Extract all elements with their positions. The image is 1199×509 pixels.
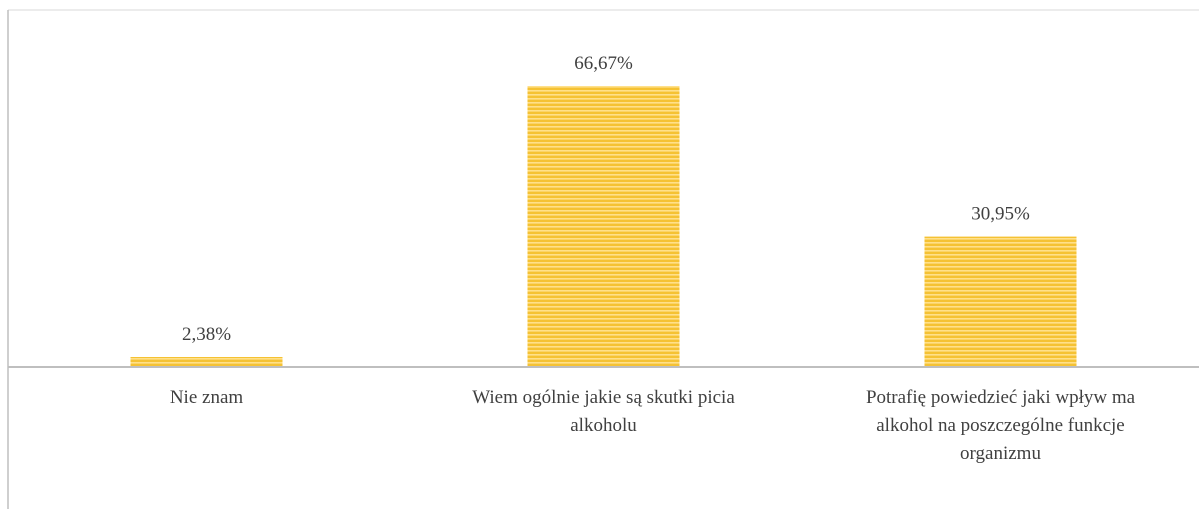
category-label-line: Potrafię powiedzieć jaki wpływ ma [866, 387, 1136, 408]
category-label-line: organizmu [960, 443, 1041, 464]
data-label-1: 2,38% [182, 324, 231, 345]
category-label-1: Nie znam [170, 387, 244, 408]
bar-2 [527, 86, 680, 367]
category-label-2: Wiem ogólnie jakie są skutki picia alkoho… [472, 387, 735, 436]
category-label-line: Wiem ogólnie jakie są skutki picia [472, 387, 735, 408]
category-label-3: Potrafię powiedzieć jaki wpływ ma alkohol… [866, 387, 1136, 464]
data-label-2: 66,67% [574, 53, 633, 74]
category-labels-layer: Nie znam Wiem ogólnie jakie są skutki pic… [170, 387, 1136, 464]
bar-3 [924, 236, 1077, 367]
data-label-3: 30,95% [971, 204, 1030, 225]
category-label-line: alkoholu [570, 415, 637, 436]
bar-1 [130, 357, 283, 367]
category-label-line: Nie znam [170, 387, 244, 408]
data-labels-layer: 2,38% 66,67% 30,95% [182, 53, 1030, 345]
bars-layer [130, 86, 1077, 367]
category-label-line: alkohol na poszczególne funkcje [876, 415, 1124, 436]
